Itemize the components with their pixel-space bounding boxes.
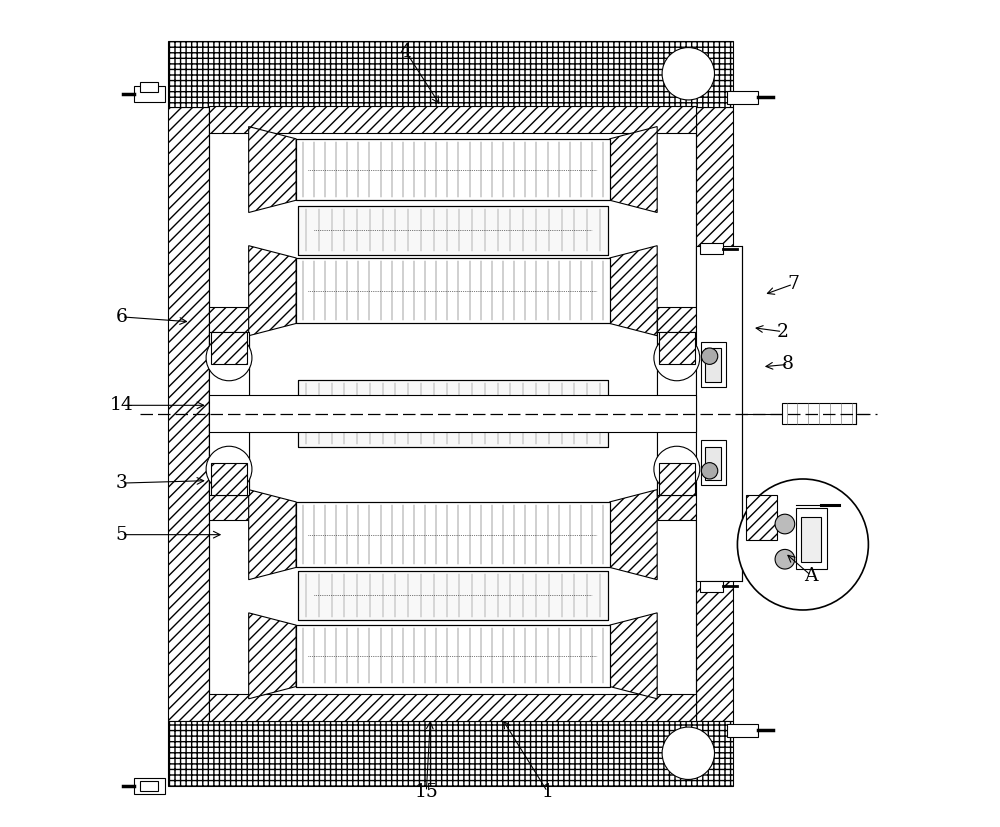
Text: 8: 8 (782, 356, 794, 373)
Circle shape (654, 335, 700, 380)
Circle shape (206, 335, 252, 380)
Bar (696, 246, 742, 581)
Bar (659, 332, 695, 365)
Bar (727, 91, 758, 104)
Bar (801, 518, 821, 562)
Text: 5: 5 (116, 526, 128, 543)
Text: A: A (804, 566, 818, 585)
Bar (296, 625, 610, 686)
Bar (296, 258, 610, 323)
Bar (209, 332, 249, 495)
Bar (296, 258, 610, 323)
Text: 15: 15 (414, 782, 438, 801)
Bar (296, 502, 610, 567)
Polygon shape (249, 246, 296, 336)
Text: 3: 3 (116, 474, 128, 492)
Bar (134, 86, 165, 103)
Circle shape (775, 514, 795, 534)
Bar (296, 139, 610, 200)
Bar (659, 462, 695, 495)
Bar (168, 41, 733, 107)
Polygon shape (249, 613, 296, 699)
Circle shape (737, 479, 868, 610)
Bar (657, 332, 696, 495)
Bar (705, 348, 721, 382)
Bar (296, 625, 610, 686)
Polygon shape (610, 490, 657, 580)
Bar (298, 206, 608, 255)
Bar (705, 447, 721, 480)
Circle shape (662, 48, 714, 100)
Text: 14: 14 (110, 396, 134, 414)
Text: 2: 2 (776, 323, 788, 341)
Bar (298, 380, 608, 447)
Bar (209, 107, 696, 132)
Circle shape (654, 447, 700, 492)
Circle shape (775, 549, 795, 569)
Bar (140, 781, 158, 791)
Bar (796, 508, 827, 569)
Circle shape (701, 462, 718, 479)
Bar (209, 307, 249, 520)
Circle shape (701, 348, 718, 365)
Bar (657, 307, 696, 520)
Bar (298, 571, 608, 619)
Polygon shape (610, 246, 657, 336)
Polygon shape (249, 490, 296, 580)
Circle shape (662, 727, 714, 779)
Bar (700, 243, 723, 254)
Bar (701, 440, 726, 485)
Polygon shape (249, 127, 296, 213)
Polygon shape (610, 127, 657, 213)
Bar (746, 495, 777, 540)
Bar (211, 462, 247, 495)
Text: 7: 7 (787, 275, 799, 293)
Bar (140, 82, 158, 92)
Bar (727, 724, 758, 737)
Bar (782, 403, 856, 424)
Bar (209, 395, 696, 432)
Bar (700, 581, 723, 592)
Text: 6: 6 (116, 308, 128, 326)
Bar (701, 342, 726, 387)
Text: 1: 1 (542, 782, 553, 801)
Bar (134, 778, 165, 794)
Bar (696, 107, 733, 720)
Bar (296, 139, 610, 200)
Polygon shape (610, 613, 657, 699)
Bar (298, 206, 608, 255)
Bar (296, 502, 610, 567)
Bar (298, 571, 608, 619)
Bar (168, 720, 733, 786)
Bar (298, 380, 608, 447)
Text: 4: 4 (400, 43, 412, 60)
Bar (209, 695, 696, 720)
Circle shape (206, 447, 252, 492)
Bar (168, 107, 209, 720)
Bar (211, 332, 247, 365)
